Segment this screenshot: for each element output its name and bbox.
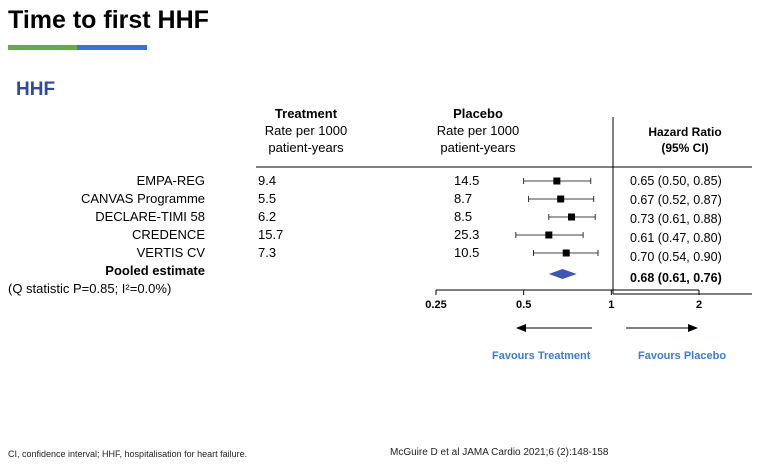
hr-label-pooled: 0.68 (0.61, 0.76): [630, 271, 722, 285]
treatment-rate-2: 5.5: [258, 191, 277, 206]
study-name-1: EMPA-REG: [136, 173, 205, 188]
placebo-rate-5: 10.5: [454, 245, 480, 260]
hr-marker-1: [553, 177, 561, 185]
placebo-header-line2: patient-years: [440, 140, 516, 155]
study-name-2: CANVAS Programme: [80, 191, 205, 206]
hr-marker-3: [568, 213, 576, 221]
placebo-rate-4: 25.3: [454, 227, 480, 242]
slide-title: Time to first HHF: [8, 6, 209, 34]
hr-marker-4: [545, 231, 553, 239]
hr-marker-2: [557, 195, 565, 203]
x-tick-label-1: 0.25: [425, 299, 446, 311]
hazard-ratio-header: Hazard Ratio (95% CI): [620, 124, 750, 156]
pooled-name: Pooled estimate: [105, 263, 205, 278]
pooled-diamond: [548, 269, 577, 279]
hr-label-4: 0.61 (0.47, 0.80): [630, 231, 722, 245]
placebo-header: Placebo Rate per 1000 patient-years: [418, 105, 538, 156]
placebo-rate-3: 8.5: [454, 209, 473, 224]
placebo-header-line1: Rate per 1000: [436, 123, 520, 138]
title-accent-green: [8, 45, 77, 50]
placebo-rate-1: 14.5: [454, 173, 480, 188]
hr-label-5: 0.70 (0.54, 0.90): [630, 250, 722, 264]
placebo-header-title: Placebo: [453, 106, 503, 121]
treatment-rate-3: 6.2: [258, 209, 277, 224]
hr-label-1: 0.65 (0.50, 0.85): [630, 174, 722, 188]
hr-marker-5: [562, 249, 570, 257]
treatment-rate-4: 15.7: [258, 227, 284, 242]
treatment-header-title: Treatment: [274, 106, 338, 121]
study-name-5: VERTIS CV: [136, 245, 205, 260]
hazard-ratio-header-line1: Hazard Ratio: [648, 125, 722, 139]
section-heading: HHF: [16, 79, 56, 100]
treatment-header-line2: patient-years: [268, 140, 344, 155]
study-name-3: DECLARE-TIMI 58: [95, 209, 205, 224]
treatment-header: Treatment Rate per 1000 patient-years: [246, 105, 366, 156]
footnote: CI, confidence interval; HHF, hospitalis…: [8, 449, 248, 459]
hazard-ratio-header-line2: (95% CI): [661, 141, 709, 155]
heterogeneity-note: (Q statistic P=0.85; I²=0.0%): [8, 281, 172, 296]
treatment-rate-5: 7.3: [258, 245, 277, 260]
favours-placebo-label: Favours Placebo: [638, 350, 727, 362]
placebo-rate-2: 8.7: [454, 191, 473, 206]
treatment-rate-1: 9.4: [258, 173, 277, 188]
treatment-header-line1: Rate per 1000: [264, 123, 348, 138]
title-accent-blue: [77, 45, 147, 50]
citation: McGuire D et al JAMA Cardio 2021;6 (2):1…: [390, 447, 609, 458]
favours-placebo-arrowhead: [688, 324, 698, 332]
favours-treatment-label: Favours Treatment: [492, 350, 591, 362]
study-name-4: CREDENCE: [132, 227, 205, 242]
hr-label-3: 0.73 (0.61, 0.88): [630, 212, 722, 226]
hr-label-2: 0.67 (0.52, 0.87): [630, 193, 722, 207]
x-tick-label-2: 0.5: [516, 299, 531, 311]
x-tick-label-3: 1: [608, 299, 614, 311]
x-tick-label-4: 2: [696, 299, 702, 311]
favours-treatment-arrowhead: [516, 324, 526, 332]
